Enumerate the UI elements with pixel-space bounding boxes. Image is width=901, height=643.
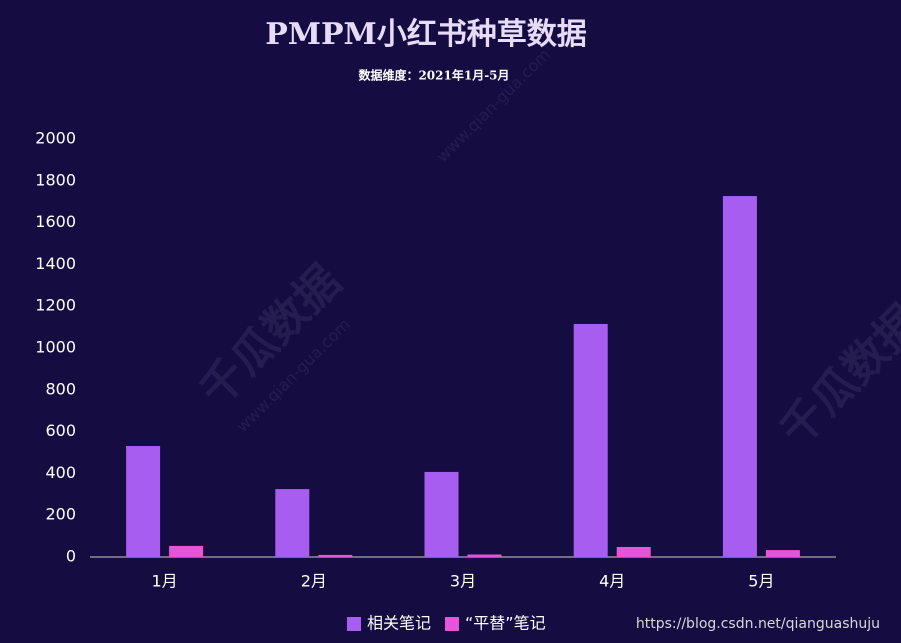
y-tick-label: 1800 [35,170,76,189]
legend-swatch [445,617,459,631]
x-tick-label: 5月 [748,572,774,591]
chart-subtitle: 数据维度：2021年1月-5月 [358,68,509,83]
bar [126,446,161,557]
y-tick-label: 1200 [35,296,76,315]
y-tick-label: 800 [45,379,76,398]
y-tick-label: 200 [45,505,76,524]
bar [169,545,204,557]
y-tick-label: 400 [45,463,76,482]
x-tick-label: 1月 [152,572,178,591]
watermark-url: https://blog.csdn.net/qianguashuju [636,616,880,632]
bar [424,471,459,557]
y-tick-label: 0 [66,547,76,566]
y-tick-label: 1400 [35,254,76,273]
bar [467,554,502,557]
bar [573,323,608,557]
y-tick-label: 1600 [35,212,76,231]
x-tick-label: 3月 [450,572,476,591]
y-tick-label: 1000 [35,338,76,357]
bar [318,554,353,557]
bar [722,196,757,557]
legend-swatch [347,617,361,631]
legend-label: 相关笔记 [367,614,431,633]
legend-label: “平替”笔记 [465,614,546,633]
x-tick-label: 2月 [301,572,327,591]
bar [275,489,310,557]
y-tick-label: 2000 [35,129,76,148]
bar [765,550,800,557]
x-tick-label: 4月 [599,572,625,591]
y-tick-label: 600 [45,421,76,440]
chart-title: PMPM小红书种草数据 [265,17,587,52]
bar [616,546,651,557]
